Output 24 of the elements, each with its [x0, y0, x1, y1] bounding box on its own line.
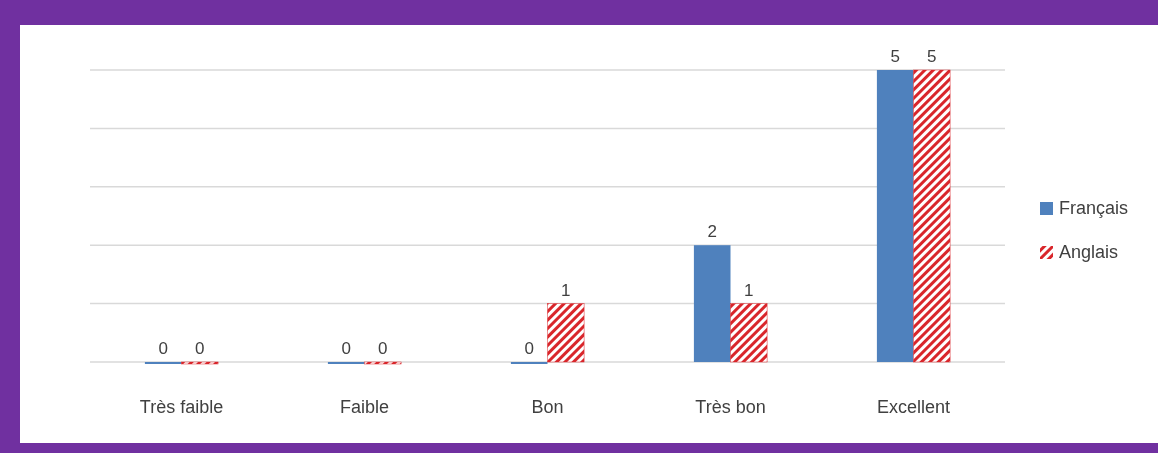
legend-label: Français [1059, 198, 1129, 218]
data-label: 1 [744, 280, 754, 300]
bar [181, 361, 219, 365]
bar [730, 303, 768, 363]
data-label: 1 [561, 280, 571, 300]
data-label: 0 [195, 339, 205, 358]
bar [876, 70, 914, 362]
x-tick-label: Très bon [695, 397, 766, 417]
bar [364, 361, 402, 365]
bar [913, 69, 951, 363]
data-label: 2 [707, 222, 717, 242]
legend-label: Anglais [1059, 242, 1119, 262]
x-tick-label: Très faible [139, 397, 224, 417]
data-label: 0 [378, 339, 388, 358]
x-tick-label: Faible [339, 397, 390, 417]
data-label: 5 [927, 47, 937, 66]
bar [547, 303, 585, 363]
data-label: 5 [890, 47, 900, 66]
x-tick-label: Excellent [876, 397, 951, 417]
data-label: 0 [341, 339, 351, 358]
data-label: 0 [524, 339, 534, 358]
data-label: 0 [158, 339, 168, 358]
x-tick-label: Bon [531, 397, 564, 417]
bar [693, 245, 731, 362]
